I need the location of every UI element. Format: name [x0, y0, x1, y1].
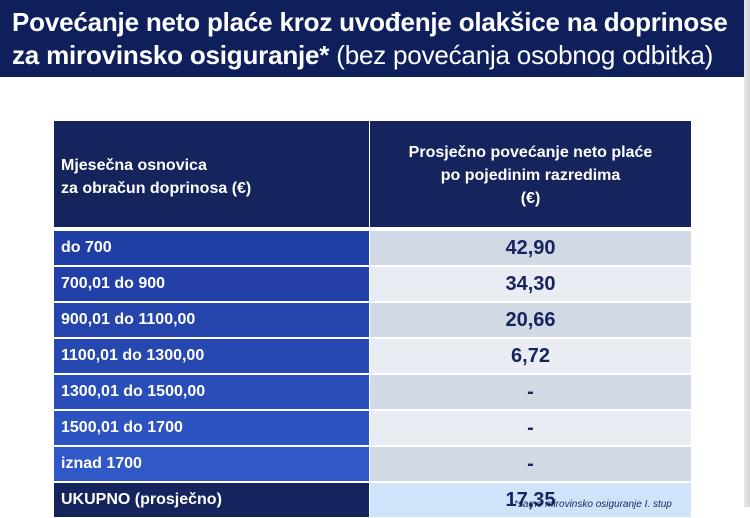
range-cell: do 700: [53, 228, 370, 267]
value-cell: -: [369, 445, 692, 483]
table-row: iznad 1700 -: [53, 445, 692, 483]
table-row: 1500,01 do 1700 -: [53, 409, 692, 447]
range-cell: 900,01 do 1100,00: [53, 301, 370, 339]
col-header-base: Mjesečna osnovica za obračun doprinosa (…: [53, 120, 370, 231]
value-cell: 42,90: [369, 228, 692, 267]
value-cell: -: [369, 409, 692, 447]
value-cell: 34,30: [369, 265, 692, 303]
table-row: 1100,01 do 1300,00 6,72: [53, 337, 692, 375]
range-cell: iznad 1700: [53, 445, 370, 483]
col-header-increase-line: po pojedinim razredima: [440, 166, 621, 184]
value-cell: 20,66: [369, 301, 692, 339]
range-cell: 1300,01 do 1500,00: [53, 373, 370, 411]
title-line-2-bold: za mirovinsko osiguranje*: [12, 40, 330, 70]
contribution-table: Mjesečna osnovica za obračun doprinosa (…: [53, 120, 692, 518]
range-cell: 1100,01 do 1300,00: [53, 337, 370, 375]
title-line-2-normal: (bez povećanja osobnog odbitka): [336, 40, 714, 70]
title-banner: Povećanje neto plaće kroz uvođenje olakš…: [0, 0, 750, 77]
table-row: do 700 42,90: [53, 228, 692, 267]
col-header-increase-line: (€): [520, 189, 541, 207]
table-row: 1300,01 do 1500,00 -: [53, 373, 692, 411]
range-cell: 700,01 do 900: [53, 265, 370, 303]
col-header-increase: Prosječno povećanje neto plaće po pojedi…: [369, 120, 692, 231]
col-header-base-line: za obračun doprinosa (€): [61, 180, 252, 197]
page-edge: [744, 0, 750, 507]
value-cell: -: [369, 373, 692, 411]
title-line-2: za mirovinsko osiguranje* (bez povećanja…: [12, 38, 740, 72]
title-line-1: Povećanje neto plaće kroz uvođenje olakš…: [12, 7, 728, 37]
total-label: UKUPNO (prosječno): [53, 481, 370, 518]
range-cell: 1500,01 do 1700: [53, 409, 370, 447]
col-header-base-line: Mjesečna osnovica: [61, 157, 207, 174]
footnote: *samo mirovinsko osiguranje I. stup: [514, 499, 672, 510]
table-header-row: Mjesečna osnovica za obračun doprinosa (…: [53, 120, 692, 231]
table-row: 700,01 do 900 34,30: [53, 265, 692, 303]
table-row: 900,01 do 1100,00 20,66: [53, 301, 692, 339]
value-cell: 6,72: [369, 337, 692, 375]
col-header-increase-line: Prosječno povećanje neto plaće: [408, 143, 653, 161]
